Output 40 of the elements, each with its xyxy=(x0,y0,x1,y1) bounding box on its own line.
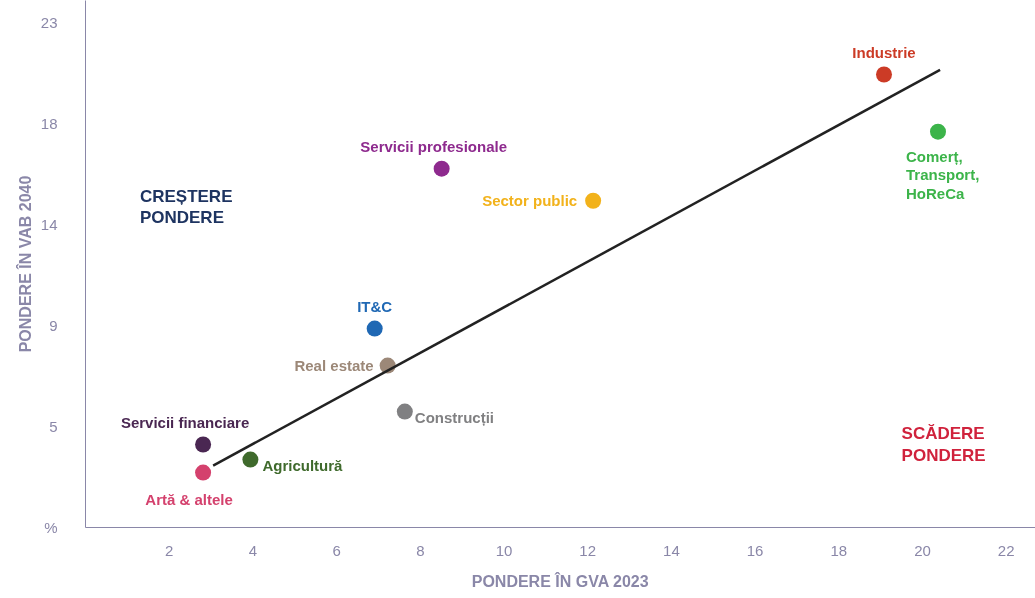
point xyxy=(929,123,946,140)
x-tick-label: 22 xyxy=(997,541,1015,559)
series-label: Artă & altele xyxy=(145,490,233,508)
annotation: SCĂDERE PONDERE xyxy=(901,424,986,466)
x-tick-label: 16 xyxy=(746,541,764,559)
y-axis-title: PONDERE ÎN VAB 2040 xyxy=(15,175,34,353)
x-tick-label: 20 xyxy=(914,541,931,559)
x-tick-label: 14 xyxy=(663,541,680,559)
series-label: Industrie xyxy=(852,43,916,61)
x-tick-label: 6 xyxy=(332,541,341,559)
y-tick-label: 9 xyxy=(49,317,58,335)
point xyxy=(433,160,450,177)
point xyxy=(396,403,413,420)
y-tick-label: 23 xyxy=(40,14,58,32)
x-tick-label: 2 xyxy=(165,541,174,559)
x-tick-label: 8 xyxy=(416,541,425,559)
x-tick-label: 12 xyxy=(579,541,597,559)
point xyxy=(195,436,212,453)
series-label: Sector public xyxy=(482,192,578,210)
series-label: Real estate xyxy=(294,357,374,375)
point xyxy=(585,192,602,209)
x-axis-title: PONDERE ÎN GVA 2023 xyxy=(471,571,649,590)
y-tick-label: 5 xyxy=(49,418,58,436)
annotation: CREȘTERE PONDERE xyxy=(139,186,233,228)
x-tick-label: 18 xyxy=(830,541,848,559)
x-tick-label: 10 xyxy=(495,541,513,559)
point xyxy=(195,464,212,481)
text: % xyxy=(44,519,58,536)
y-tick-label: 14 xyxy=(40,216,58,234)
series-label: IT&C xyxy=(357,297,393,315)
series-label: Servicii profesionale xyxy=(360,137,508,155)
series-label: Servicii financiare xyxy=(120,413,250,431)
point xyxy=(242,451,259,468)
x-tick-label: 4 xyxy=(248,541,258,559)
series-label: Agricultură xyxy=(262,457,344,475)
y-tick-label: 18 xyxy=(40,115,58,133)
series-label: Construcții xyxy=(414,409,494,427)
series-label: Comerț, Transport, HoReCa xyxy=(905,147,980,203)
point xyxy=(366,320,383,337)
point xyxy=(876,66,892,83)
